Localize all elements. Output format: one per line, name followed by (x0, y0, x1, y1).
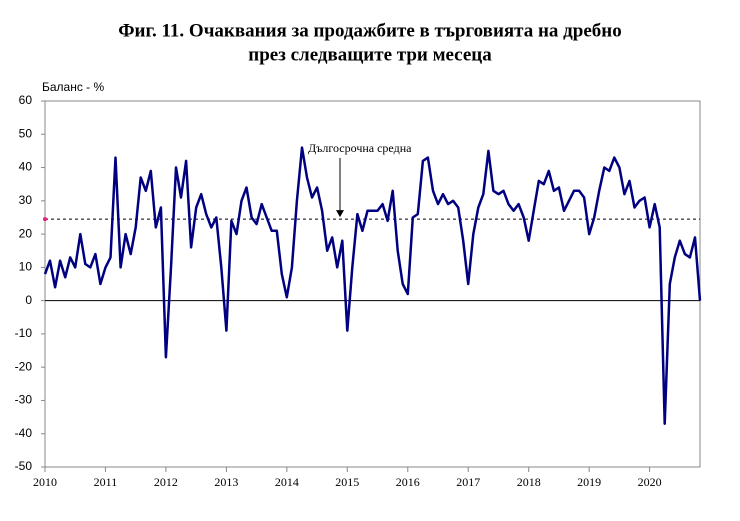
x-tick-label: 2019 (577, 475, 601, 489)
reference-marker (43, 217, 47, 222)
chart-subtitle: през следващите три месеца (248, 44, 492, 65)
y-tick-label: -10 (15, 326, 33, 340)
y-tick-label: 10 (19, 260, 33, 274)
x-tick-label: 2018 (517, 475, 541, 489)
y-tick-label: -20 (15, 359, 33, 373)
x-tick-label: 2020 (638, 475, 662, 489)
x-tick-label: 2013 (214, 475, 238, 489)
data-line (43, 146, 702, 425)
y-tick-label: -40 (15, 426, 33, 440)
y-tick-label: 50 (19, 126, 33, 140)
y-tick-label: 0 (25, 293, 32, 307)
y-tick-label: 40 (19, 160, 33, 174)
annotation: Дългосрочна средна (308, 141, 412, 155)
x-tick-label: 2012 (154, 475, 178, 489)
y-tick-label: 20 (19, 226, 33, 240)
y-tick-label: -30 (15, 393, 33, 407)
plot-frame (44, 100, 701, 468)
arrow-head (336, 210, 344, 218)
x-tick-label: 2017 (456, 475, 480, 489)
y-tick-label: 30 (19, 193, 33, 207)
y-axis-label: Баланс - % (42, 80, 105, 94)
x-tick-label: 2016 (396, 475, 420, 489)
x-tick-label: 2015 (335, 475, 359, 489)
x-tick-label: 2011 (94, 475, 118, 489)
x-tick-label: 2010 (33, 475, 57, 489)
chart-title: Фиг. 11. Очаквания за продажбите в търго… (118, 20, 622, 41)
x-tick-label: 2014 (275, 475, 299, 489)
y-tick-label: 60 (19, 93, 33, 107)
y-tick-label: -50 (15, 459, 33, 473)
